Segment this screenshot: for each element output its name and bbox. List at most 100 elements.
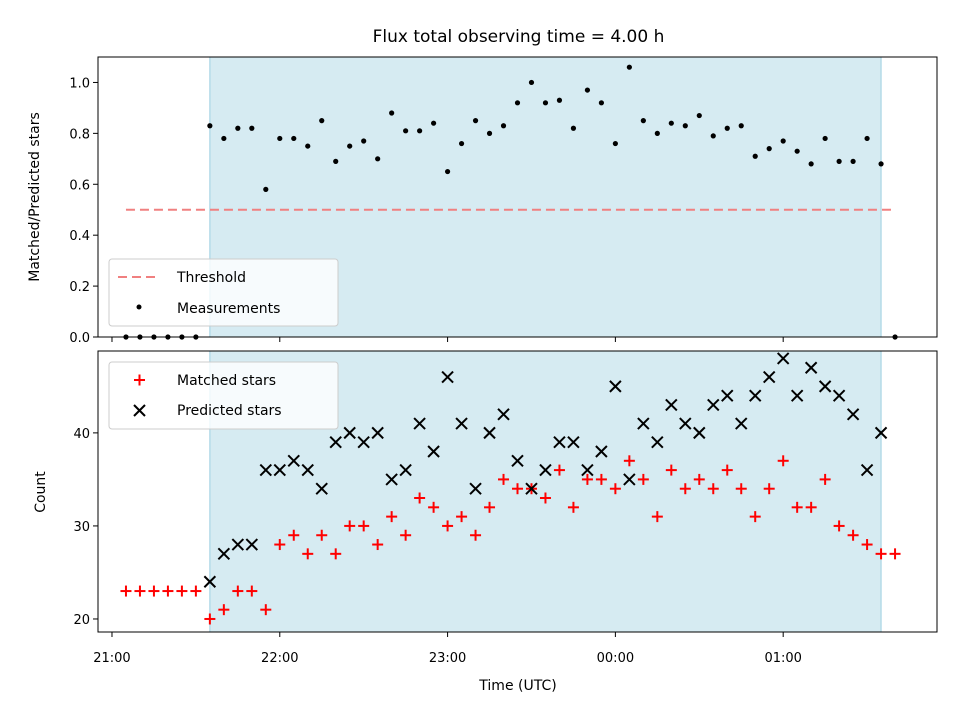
- measurement-point: [347, 143, 353, 149]
- top-y-tick-label: 0.8: [69, 127, 90, 142]
- top-legend-box: [108, 258, 339, 327]
- matched-star-point: [833, 520, 845, 532]
- bottom-y-axis: 20 30 40: [73, 427, 98, 628]
- measurements-legend-icon: [136, 304, 142, 310]
- measurement-point: [668, 120, 674, 126]
- bottom-legend-box: [108, 361, 339, 430]
- measurement-point: [263, 186, 269, 192]
- matched-star-point: [791, 501, 803, 513]
- top-y-tick-label: 0.4: [69, 229, 90, 244]
- predicted-legend-icon: [133, 404, 146, 417]
- measurement-point: [654, 130, 660, 136]
- matched-star-point: [120, 585, 132, 597]
- predicted-star-point: [637, 417, 650, 430]
- measurement-point: [333, 158, 339, 164]
- matched-star-point: [428, 501, 440, 513]
- measurement-point: [822, 135, 828, 142]
- matched-star-point: [316, 529, 328, 541]
- measurement-point: [794, 148, 800, 154]
- x-tick-label: 23:00: [429, 651, 466, 666]
- measurement-point: [444, 168, 451, 175]
- predicted-star-point: [287, 454, 300, 468]
- predicted-star-point: [735, 417, 748, 430]
- matched-star-point: [595, 473, 607, 485]
- predicted-star-point: [441, 370, 454, 384]
- measurement-point: [375, 156, 381, 162]
- x-tick-label: 22:00: [261, 651, 298, 666]
- x-tick-label: 01:00: [764, 651, 801, 666]
- measurement-point: [696, 112, 702, 119]
- predicted-star-point: [231, 538, 245, 551]
- matched-star-point: [512, 483, 523, 495]
- matched-star-point: [400, 529, 412, 541]
- matched-star-point: [442, 520, 454, 532]
- measurement-point: [850, 158, 856, 164]
- matched-star-point: [609, 483, 621, 495]
- bottom-y-axis-label: Count: [33, 471, 49, 513]
- measurement-point: [431, 120, 437, 126]
- predicted-star-point: [818, 380, 832, 393]
- matched-star-point: [218, 604, 230, 616]
- matched-legend-label: Matched stars: [177, 373, 276, 389]
- matched-star-point: [456, 511, 468, 523]
- measurement-point: [305, 143, 311, 149]
- predicted-star-point: [762, 370, 776, 384]
- threshold-legend-label: Threshold: [176, 270, 246, 286]
- predicted-star-point: [371, 426, 384, 440]
- matched-star-point: [581, 473, 593, 485]
- bottom-panel: 20 30 40 21:00 22:00 23:00 00:00 01:00 Count T…: [33, 350, 938, 694]
- predicted-star-point: [693, 426, 706, 440]
- predicted-star-point: [721, 389, 734, 402]
- predicted-star-point: [413, 417, 426, 430]
- x-axis-label: Time (UTC): [478, 678, 556, 694]
- matched-star-point: [665, 464, 677, 476]
- predicted-star-point: [217, 547, 231, 561]
- matched-star-point: [232, 585, 244, 597]
- top-y-tick-label: 0.0: [69, 331, 90, 346]
- measurement-point: [766, 146, 772, 152]
- top-x-axis: [111, 337, 784, 342]
- top-y-tick-label: 1.0: [69, 76, 90, 91]
- predicted-star-point: [679, 417, 692, 430]
- measurement-point: [836, 158, 842, 164]
- matched-star-point: [553, 464, 565, 476]
- measurement-point: [626, 64, 632, 70]
- measurement-point: [808, 161, 814, 167]
- predicted-star-point: [790, 389, 804, 402]
- top-y-tick-label: 0.2: [69, 280, 90, 295]
- predicted-star-point: [595, 445, 608, 458]
- matched-star-point: [679, 483, 691, 495]
- matched-star-point: [260, 604, 272, 616]
- x-tick-label: 21:00: [93, 651, 130, 666]
- measurement-point: [780, 138, 786, 144]
- measurement-point: [710, 133, 716, 139]
- measurement-point: [403, 128, 409, 134]
- predicted-star-point: [749, 389, 762, 402]
- matched-star-point: [637, 473, 649, 485]
- predicted-stars-points: [203, 352, 888, 588]
- matched-star-point: [274, 539, 286, 551]
- matched-star-point: [372, 539, 384, 551]
- bottom-y-tick-label: 30: [73, 520, 90, 535]
- measurement-point: [640, 118, 646, 124]
- matched-star-point: [567, 501, 579, 513]
- matched-star-point: [777, 455, 789, 467]
- measurement-point: [221, 135, 227, 142]
- matched-star-point: [190, 585, 202, 597]
- top-legend: Threshold Measurements: [108, 258, 339, 327]
- measurement-point: [389, 110, 395, 116]
- matched-star-point: [693, 473, 705, 485]
- matched-star-point: [302, 548, 314, 560]
- predicted-star-point: [203, 575, 217, 588]
- predicted-star-point: [804, 361, 818, 374]
- predicted-star-point: [665, 398, 678, 412]
- measurement-point: [514, 100, 521, 106]
- measurement-point: [584, 87, 591, 93]
- measurement-point: [738, 123, 744, 129]
- predicted-star-point: [581, 463, 594, 477]
- bottom-legend: Matched stars Predicted stars: [108, 361, 339, 430]
- top-axes-frame: [97, 56, 938, 338]
- matched-legend-icon: [134, 374, 145, 386]
- measurements-legend-label: Measurements: [177, 301, 280, 317]
- predicted-star-point: [315, 482, 328, 495]
